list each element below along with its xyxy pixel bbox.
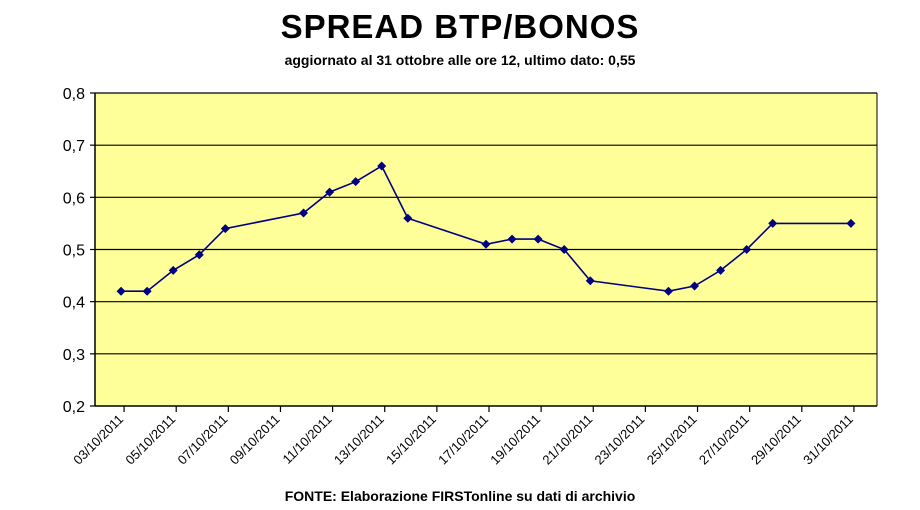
- data-point: [716, 265, 726, 275]
- x-tick-label: 29/10/2011: [748, 412, 804, 468]
- x-tick-label: 27/10/2011: [696, 412, 752, 468]
- y-tick-label: 0,6: [63, 190, 85, 207]
- data-point: [663, 286, 673, 296]
- data-point: [325, 187, 335, 197]
- data-point: [585, 276, 595, 286]
- data-point: [220, 224, 230, 234]
- x-tick-label: 13/10/2011: [331, 412, 387, 468]
- data-point: [194, 250, 204, 260]
- x-tick-label: 07/10/2011: [175, 412, 231, 468]
- x-tick-label: 03/10/2011: [70, 412, 126, 468]
- x-tick-label: 11/10/2011: [279, 412, 334, 467]
- data-point: [403, 213, 413, 223]
- chart-subtitle: aggiornato al 31 ottobre alle ore 12, ul…: [284, 52, 636, 68]
- x-tick-label: 19/10/2011: [487, 412, 543, 468]
- data-point: [142, 286, 152, 296]
- x-tick-label: 23/10/2011: [592, 412, 648, 468]
- y-tick-label: 0,2: [63, 399, 85, 416]
- data-point: [116, 286, 126, 296]
- x-tick-label: 09/10/2011: [227, 412, 283, 468]
- data-point: [377, 161, 387, 171]
- data-point: [299, 208, 309, 218]
- y-tick-label: 0,7: [63, 138, 85, 155]
- data-point: [168, 265, 178, 275]
- data-point: [742, 245, 752, 254]
- data-point: [351, 177, 361, 187]
- data-point: [690, 281, 700, 291]
- x-tick-label: 21/10/2011: [539, 412, 595, 468]
- data-point: [533, 234, 543, 244]
- data-point: [846, 218, 856, 228]
- x-tick-label: 15/10/2011: [383, 412, 439, 468]
- x-tick-label: 05/10/2011: [122, 412, 178, 468]
- y-tick-label: 0,5: [63, 243, 85, 260]
- data-point: [768, 218, 778, 228]
- chart-source: FONTE: Elaborazione FIRSTonline su dati …: [284, 488, 636, 504]
- data-point: [507, 234, 517, 244]
- chart-title: SPREAD BTP/BONOS: [280, 8, 640, 45]
- x-tick-label: 17/10/2011: [435, 412, 491, 468]
- data-point: [559, 245, 569, 254]
- x-tick-label: 31/10/2011: [800, 412, 856, 468]
- y-tick-label: 0,4: [63, 295, 85, 312]
- data-point: [481, 239, 491, 249]
- y-tick-label: 0,8: [63, 86, 85, 103]
- x-tick-label: 25/10/2011: [644, 412, 700, 468]
- y-tick-label: 0,3: [63, 347, 85, 364]
